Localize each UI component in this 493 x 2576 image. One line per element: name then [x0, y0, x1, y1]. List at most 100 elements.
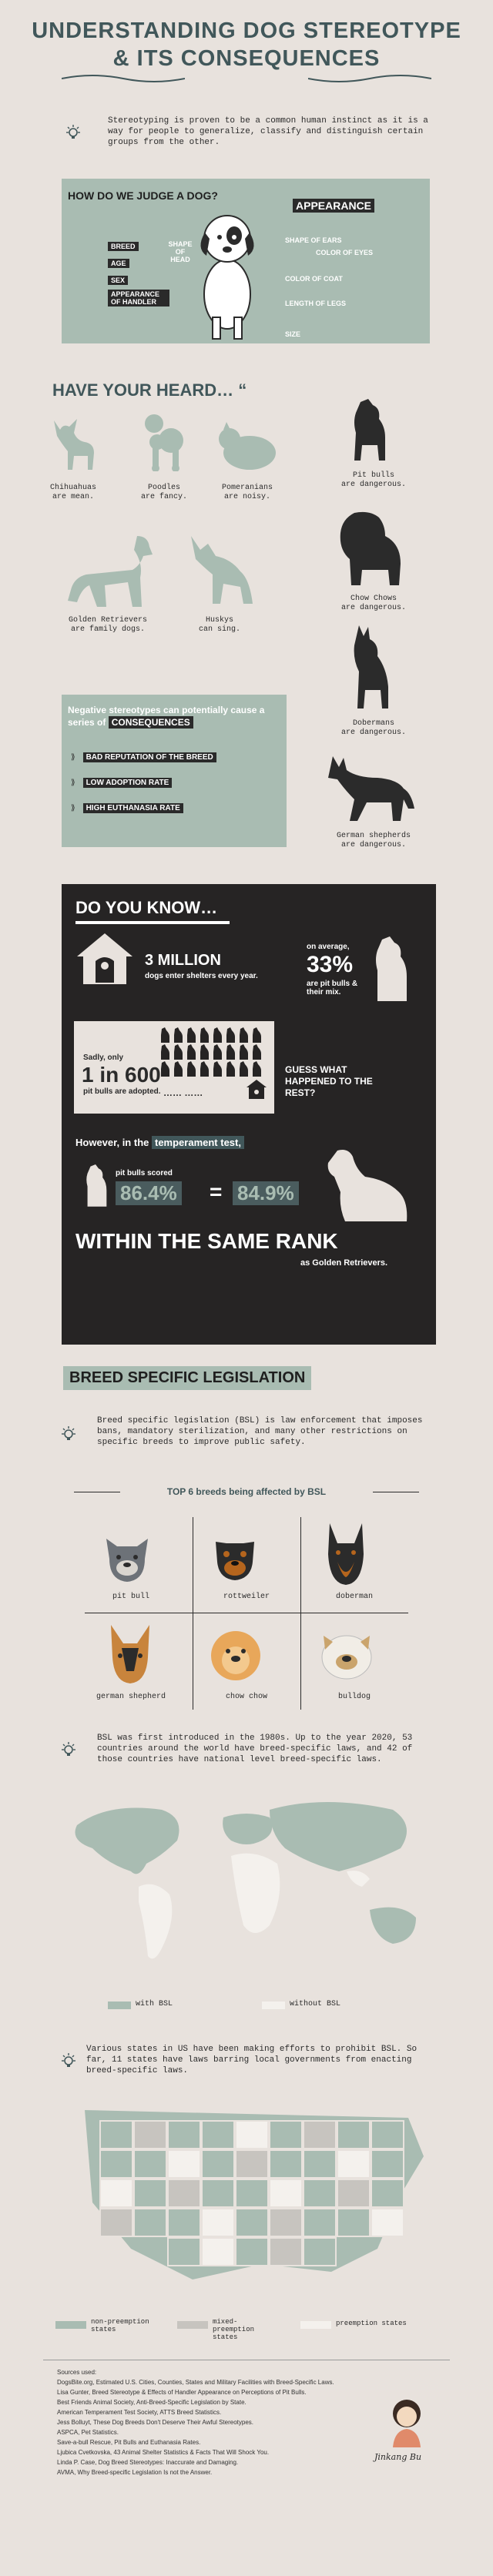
label-sex: SEX: [108, 276, 129, 285]
breed-label-rottweiler: rottweiler: [223, 1593, 270, 1601]
us-state: [303, 2120, 337, 2149]
source-item: American Temperament Test Society, ATTS …: [57, 2409, 222, 2416]
us-state: [99, 2179, 133, 2208]
us-state: [99, 2120, 133, 2149]
dog-grid-mark: [161, 1027, 169, 1043]
dog-grid-mark: [253, 1044, 261, 1060]
arrow-icon: ⟫: [71, 753, 75, 762]
judge-heading: HOW DO WE JUDGE A DOG?: [68, 189, 218, 202]
pitbull-silhouette: [354, 399, 385, 461]
breed-label-pitbull: pit bull: [112, 1593, 149, 1601]
legend-with-swatch: [108, 2002, 131, 2009]
heard-claim: are fancy.: [140, 493, 187, 501]
chow-chow-silhouette: [340, 511, 401, 585]
husky-silhouette: [191, 536, 253, 604]
us-legend-mixed-swatch: [177, 2321, 208, 2329]
stat-avg-label: on average,: [307, 943, 350, 951]
heard-golden: Golden Retrievers are family dogs.: [54, 616, 162, 635]
heard-husky: Huskys can sing.: [185, 616, 254, 635]
bulldog-face-icon: [321, 1635, 372, 1680]
arrow-icon: ⟫: [71, 779, 75, 787]
us-state: [133, 2120, 167, 2149]
consequence-label: HIGH EUTHANASIA RATE: [82, 803, 183, 813]
dog-grid-mark: [161, 1044, 169, 1060]
heard-claim: can sing.: [198, 625, 240, 634]
temp-scored: pit bulls scored: [116, 1169, 173, 1177]
breed-grid-vline-2: [300, 1517, 301, 1710]
us-state: [371, 2120, 404, 2149]
stat-dots: …… ……: [163, 1087, 203, 1098]
dog-grid-mark: [187, 1061, 196, 1077]
us-state: [337, 2120, 371, 2149]
source-item: Best Friends Animal Society, Anti-Breed-…: [57, 2399, 246, 2406]
breed-label-german-shepherd: german shepherd: [96, 1693, 166, 1701]
title-line-2: & ITS CONSEQUENCES: [112, 46, 381, 71]
us-state: [133, 2179, 167, 2208]
us-state: [133, 2208, 167, 2237]
source-item: Save-a-bull Rescue, Pit Bulls and Euthan…: [57, 2439, 201, 2446]
consequences-highlight: CONSEQUENCES: [108, 716, 193, 729]
dog-grid-mark: [187, 1027, 196, 1043]
us-state: [235, 2149, 269, 2179]
us-state: [269, 2120, 303, 2149]
temp-however: However, in the: [75, 1137, 149, 1148]
know-heading-underline: [75, 921, 230, 924]
rottweiler-face-icon: [216, 1542, 254, 1580]
pitbull-face-icon: [106, 1539, 148, 1582]
breed-label-doberman: doberman: [335, 1593, 373, 1601]
us-state: [133, 2149, 167, 2179]
heard-claim: are dangerous.: [340, 604, 406, 612]
us-state: [201, 2179, 235, 2208]
stat-1in600: 1 in 600: [82, 1063, 161, 1087]
label-breed: BREED: [108, 242, 139, 251]
title-divider-right: [308, 75, 431, 82]
us-state: [371, 2208, 404, 2237]
temp-value-golden: 84.9%: [233, 1181, 299, 1205]
source-item: Jess Bolluyt, These Dog Breeds Don't Des…: [57, 2419, 253, 2426]
pitbull-sitting-icon: [376, 936, 407, 1001]
appearance-label: APPEARANCE: [293, 199, 375, 213]
heard-claim: are dangerous.: [340, 481, 406, 489]
heard-claim: are noisy.: [223, 493, 270, 501]
heard-pomeranian: Pomeranians are noisy.: [213, 484, 282, 502]
dog-grid-mark: [213, 1044, 222, 1060]
heard-name: Pomeranians: [221, 484, 273, 492]
us-state: [235, 2120, 269, 2149]
dog-grid-mark: [226, 1044, 235, 1060]
us-state: [235, 2208, 269, 2237]
heard-pitbull: Pit bulls are dangerous.: [331, 471, 416, 490]
us-state: [201, 2120, 235, 2149]
us-state: [167, 2208, 201, 2237]
label-eyes: COLOR OF EYES: [316, 249, 374, 256]
sources-heading: Sources used:: [57, 2369, 97, 2376]
us-state: [337, 2208, 371, 2237]
dog-grid-mark: [213, 1027, 222, 1043]
page-title: UNDERSTANDING DOG STEREOTYPE & ITS CONSE…: [0, 17, 493, 72]
label-handler: APPEARANCE OF HANDLER: [108, 290, 169, 307]
german-shepherd-face-icon: [111, 1625, 149, 1683]
dog-grid-mark: [174, 1061, 183, 1077]
heard-heading: HAVE YOUR HEARD… “: [52, 380, 247, 400]
us-state: [303, 2237, 337, 2266]
label-size: SIZE: [285, 330, 301, 338]
source-item: DogsBite.org, Estimated U.S. Cities, Cou…: [57, 2379, 334, 2386]
temp-equals: =: [210, 1180, 223, 1204]
us-text: Various states in US have been making ef…: [86, 2045, 418, 2075]
us-state: [337, 2179, 371, 2208]
german-shepherd-silhouette: [328, 756, 414, 821]
breed-label-bulldog: bulldog: [337, 1693, 371, 1701]
title-divider-left: [62, 75, 185, 82]
us-state: [303, 2208, 337, 2237]
stat-33pct: 33%: [307, 952, 354, 977]
bsl-heading: BREED SPECIFIC LEGISLATION: [63, 1366, 312, 1390]
us-legend-pre-label: preemption states: [336, 2320, 407, 2327]
author-avatar: [393, 2400, 421, 2447]
stat-sadly: Sadly, only: [83, 1054, 124, 1062]
dog-grid-mark: [187, 1044, 196, 1060]
consequence-item: ⟫ HIGH EUTHANASIA RATE: [71, 803, 216, 813]
us-state: [371, 2179, 404, 2208]
consequence-label: BAD REPUTATION OF THE BREED: [82, 752, 216, 762]
bsl-history: BSL was first introduced in the 1980s. U…: [97, 1734, 413, 1764]
source-item: ASPCA, Pet Statistics.: [57, 2429, 119, 2436]
lightbulb-icon: [66, 125, 80, 139]
